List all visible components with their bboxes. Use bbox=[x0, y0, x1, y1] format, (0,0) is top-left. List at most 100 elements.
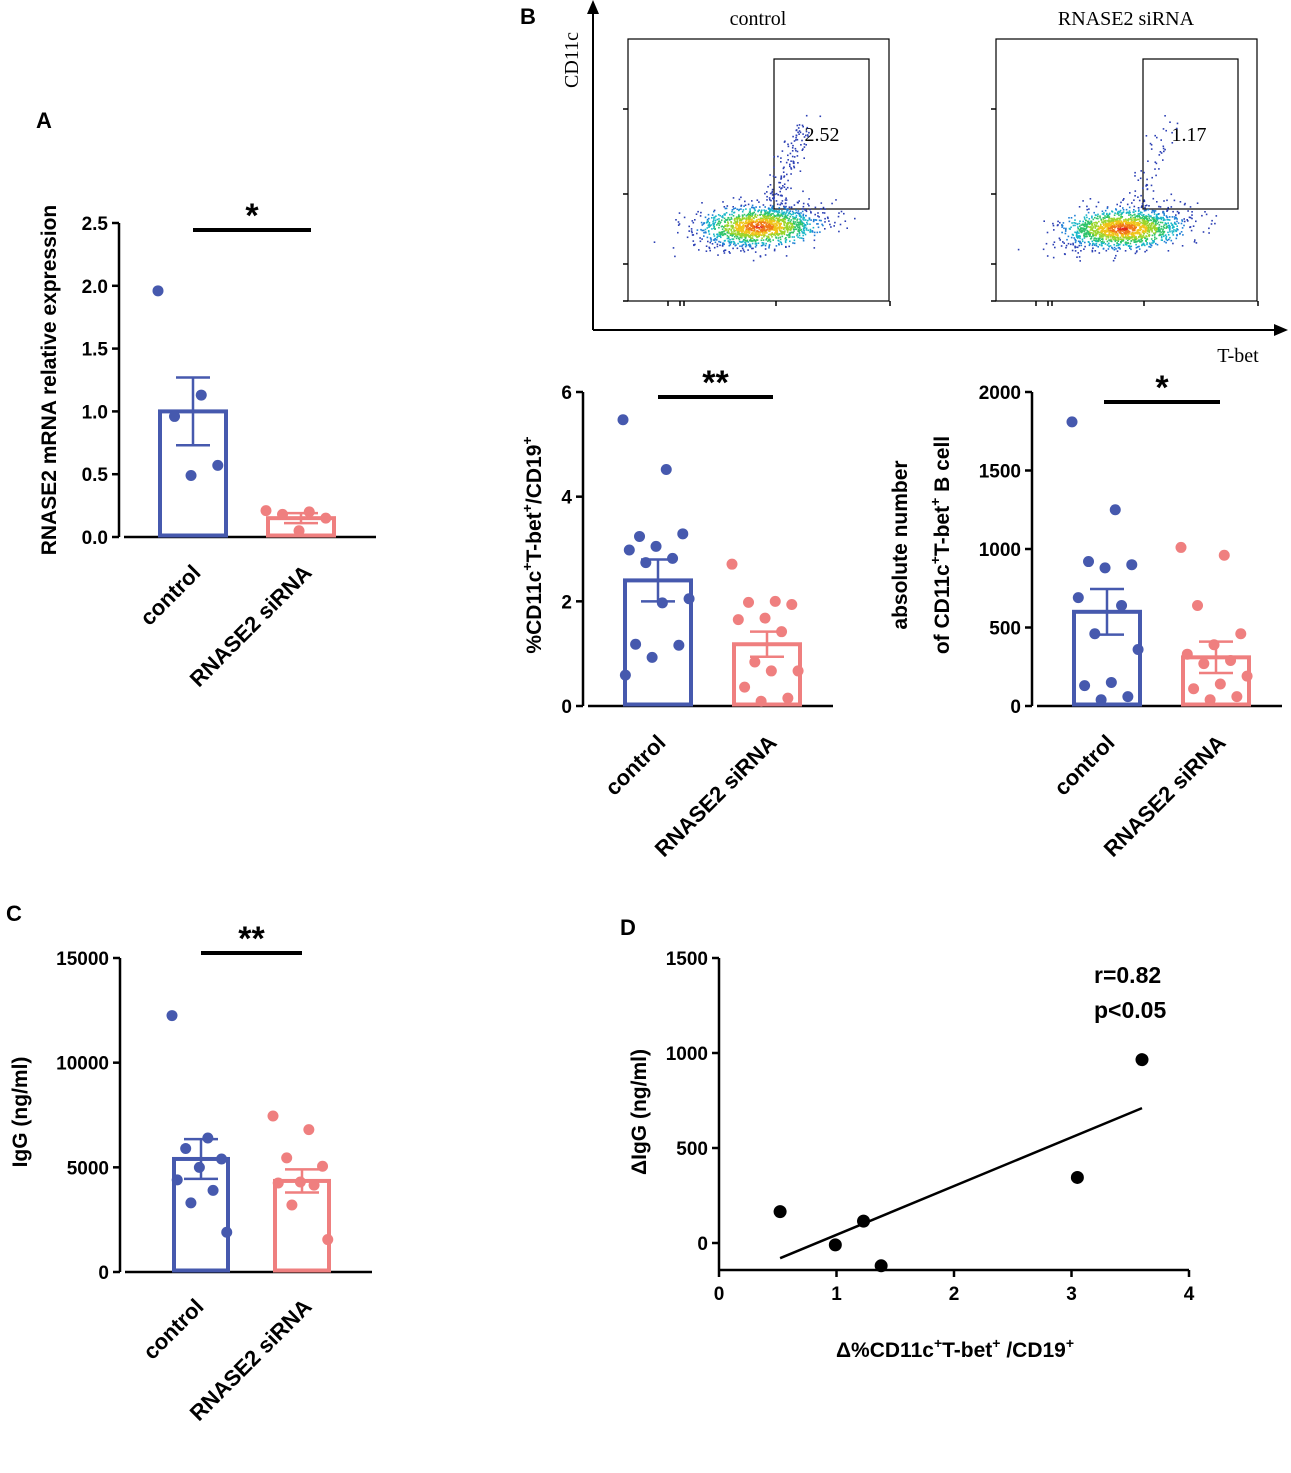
flow-event bbox=[1106, 223, 1109, 226]
flow-event bbox=[1163, 200, 1165, 202]
flow-event bbox=[741, 218, 744, 221]
flow-event bbox=[759, 231, 762, 233]
flow-event bbox=[1154, 236, 1156, 238]
flow-event bbox=[1169, 226, 1171, 228]
flow-event bbox=[765, 237, 768, 240]
flow-event bbox=[1109, 238, 1112, 241]
flow-event bbox=[1147, 228, 1150, 231]
flow-event bbox=[1165, 235, 1168, 238]
flow-event bbox=[820, 219, 822, 222]
flow-event bbox=[1104, 235, 1106, 237]
data-point bbox=[1070, 1170, 1084, 1184]
flow-event bbox=[1148, 226, 1150, 229]
flow-event bbox=[1078, 244, 1081, 247]
flow-event bbox=[1121, 232, 1124, 235]
flow-event bbox=[772, 226, 774, 228]
flow-event bbox=[1145, 249, 1148, 252]
flow-event bbox=[796, 221, 799, 223]
flow-event bbox=[792, 231, 795, 234]
flow-event bbox=[789, 226, 791, 229]
flow-event bbox=[780, 157, 782, 159]
flow-event bbox=[818, 216, 820, 218]
flow-event bbox=[717, 222, 719, 225]
flow-event bbox=[1112, 220, 1115, 222]
ylabel-part: of CD11c bbox=[931, 564, 954, 654]
flow-event bbox=[742, 233, 744, 235]
flow-event bbox=[1075, 234, 1078, 236]
flow-event bbox=[785, 202, 787, 204]
flow-event bbox=[780, 213, 782, 216]
x-tick-label: 4 bbox=[1184, 1284, 1195, 1305]
flow-event bbox=[1115, 244, 1118, 247]
ylabel-sup: + bbox=[519, 504, 535, 512]
flow-event bbox=[709, 241, 711, 244]
data-point bbox=[1083, 556, 1095, 568]
flow-event bbox=[744, 204, 747, 206]
data-point bbox=[166, 1010, 178, 1022]
flow-event bbox=[757, 221, 760, 223]
data-point bbox=[1105, 676, 1117, 688]
flow-event bbox=[1085, 226, 1088, 229]
flow-event bbox=[1136, 240, 1138, 243]
flow-event bbox=[1120, 220, 1123, 222]
flow-event bbox=[1103, 241, 1105, 243]
flow-event bbox=[751, 222, 754, 224]
flow-event bbox=[738, 229, 740, 232]
flow-event bbox=[1116, 217, 1119, 220]
flow-event bbox=[1181, 245, 1184, 247]
flow-event bbox=[1127, 221, 1129, 224]
flow-event bbox=[1179, 233, 1181, 235]
flow-event bbox=[1082, 229, 1084, 231]
flow-event bbox=[774, 193, 776, 196]
flow-event bbox=[1189, 216, 1192, 219]
flow-event bbox=[787, 234, 789, 237]
flow-event bbox=[741, 222, 744, 224]
flow-event bbox=[784, 218, 787, 221]
flow-event bbox=[1070, 243, 1072, 246]
flow-event bbox=[1074, 222, 1077, 224]
flow-event bbox=[753, 211, 755, 214]
flow-event bbox=[1058, 237, 1061, 240]
flow-event bbox=[1148, 229, 1151, 232]
flow-event bbox=[748, 243, 751, 246]
flow-event bbox=[773, 196, 775, 198]
flow-event bbox=[1094, 221, 1097, 224]
flow-event bbox=[1054, 246, 1056, 249]
flow-event bbox=[1129, 218, 1131, 220]
flow-event bbox=[1173, 222, 1176, 225]
flow-event bbox=[1127, 233, 1130, 235]
flow-event bbox=[805, 114, 808, 117]
flow-event bbox=[1095, 224, 1097, 227]
flow-event bbox=[1137, 218, 1139, 221]
flow-event bbox=[773, 248, 776, 251]
flow-event bbox=[1164, 115, 1166, 117]
flow-event bbox=[1135, 226, 1137, 228]
flow-event bbox=[1065, 227, 1067, 230]
flow-event bbox=[800, 212, 802, 214]
flow-event bbox=[1100, 230, 1103, 232]
flow-event bbox=[1114, 233, 1117, 235]
flow-event bbox=[760, 244, 763, 247]
flow-event bbox=[743, 217, 746, 220]
flow-event bbox=[786, 186, 789, 189]
flow-event bbox=[1123, 232, 1126, 235]
flow-event bbox=[773, 156, 775, 158]
flow-event bbox=[1148, 245, 1150, 248]
data-point bbox=[277, 508, 289, 520]
flow-event bbox=[1117, 212, 1120, 215]
flow-event bbox=[1121, 223, 1123, 225]
flow-event bbox=[1099, 234, 1101, 236]
flow-event bbox=[1105, 236, 1108, 238]
flow-event bbox=[1119, 243, 1121, 246]
flow-event bbox=[787, 222, 789, 224]
flow-event bbox=[781, 230, 783, 233]
flow-event bbox=[798, 124, 801, 126]
flow-event bbox=[751, 214, 754, 216]
flow-event bbox=[1159, 230, 1161, 232]
flow-event bbox=[1141, 202, 1144, 205]
flow-event bbox=[1133, 205, 1136, 208]
flow-event bbox=[1172, 225, 1174, 227]
flow-event bbox=[701, 224, 704, 226]
flow-event bbox=[787, 212, 790, 215]
flow-event bbox=[721, 233, 723, 236]
